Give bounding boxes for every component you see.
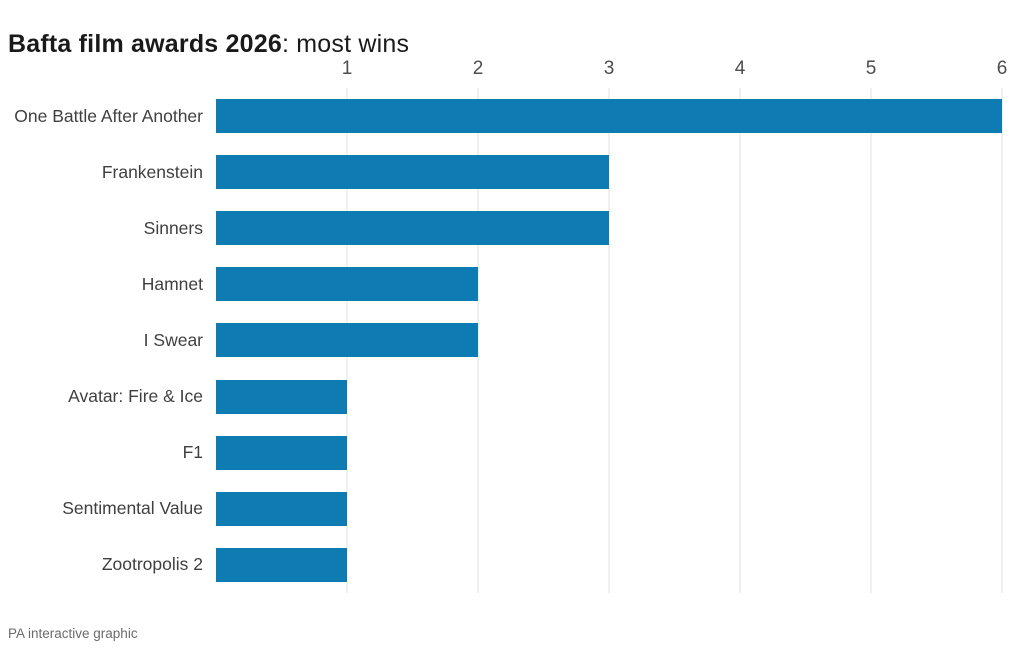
axis-tick-label: 1 (341, 58, 353, 79)
bar-row: I Swear (0, 312, 1002, 368)
gridline (477, 88, 479, 593)
category-label: F1 (182, 442, 203, 463)
gridline (608, 88, 610, 593)
bar (216, 323, 478, 358)
category-label: One Battle After Another (14, 105, 203, 126)
axis-tick-label: 5 (865, 58, 877, 79)
bar (216, 267, 478, 302)
bar-track (216, 88, 1002, 144)
bar-track (216, 369, 1002, 425)
gridline (870, 88, 872, 593)
source-note: PA interactive graphic (8, 626, 138, 641)
bar-chart: One Battle After Another Frankenstein Sinn… (0, 88, 1002, 593)
bar (216, 379, 347, 414)
category-label: I Swear (143, 329, 203, 350)
category-label: Hamnet (141, 273, 203, 294)
bar (216, 155, 609, 190)
bar-track (216, 312, 1002, 368)
bar-row: Avatar: Fire & Ice (0, 369, 1002, 425)
category-label: Sinners (143, 217, 203, 238)
category-label: Zootropolis 2 (101, 554, 203, 575)
bar (216, 547, 347, 582)
x-axis: 1 2 3 4 5 6 (216, 58, 1008, 86)
axis-tick-label: 3 (603, 58, 615, 79)
bar-track (216, 256, 1002, 312)
bar-track (216, 481, 1002, 537)
bar-track (216, 144, 1002, 200)
bar-track (216, 200, 1002, 256)
category-label: Avatar: Fire & Ice (68, 386, 203, 407)
page-title-bold: Bafta film awards 2026 (8, 29, 282, 58)
bar (216, 211, 609, 246)
bar-track (216, 425, 1002, 481)
page-title-subtitle: : most wins (281, 29, 410, 58)
bar-row: Frankenstein (0, 144, 1002, 200)
bar-row: F1 (0, 425, 1002, 481)
axis-tick-label: 2 (472, 58, 484, 79)
bar (216, 99, 1002, 134)
bar-row: One Battle After Another (0, 88, 1002, 144)
bar-track (216, 537, 1002, 593)
bar-row: Sinners (0, 200, 1002, 256)
gridline (1001, 88, 1003, 593)
bar-row: Sentimental Value (0, 481, 1002, 537)
category-label: Frankenstein (101, 161, 203, 182)
axis-tick-label: 6 (996, 58, 1008, 79)
gridline (739, 88, 741, 593)
axis-tick-label: 4 (734, 58, 746, 79)
bar (216, 491, 347, 526)
bar (216, 435, 347, 470)
category-label: Sentimental Value (62, 498, 203, 519)
page-title: Bafta film awards 2026: most wins (8, 30, 409, 59)
bar-row: Zootropolis 2 (0, 537, 1002, 593)
bar-row: Hamnet (0, 256, 1002, 312)
